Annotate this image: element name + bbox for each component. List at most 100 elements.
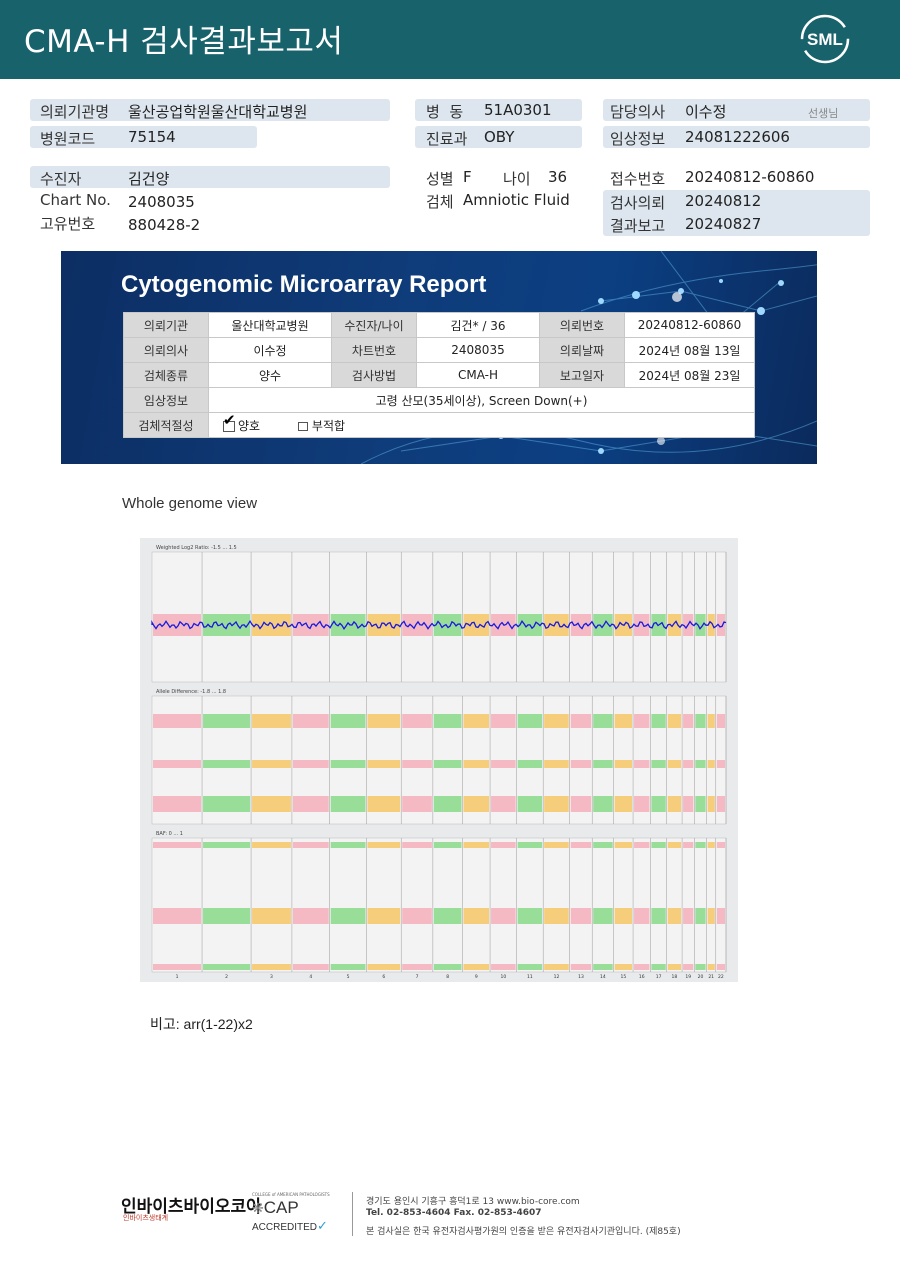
chromosome-band xyxy=(634,760,650,768)
chromosome-band xyxy=(292,964,329,970)
chromosome-band xyxy=(593,614,613,636)
table-cell: 검체종류 xyxy=(123,362,209,388)
report-header xyxy=(0,0,900,79)
report-summary-table: 의뢰기관 울산대학교병원 수진자/나이 김건* / 36 의뢰번호 202408… xyxy=(123,312,755,438)
chromosome-band xyxy=(433,760,462,768)
chromosome-band xyxy=(651,842,666,848)
chromosome-band xyxy=(252,614,291,636)
chromosome-band xyxy=(491,842,516,848)
chromosome-band xyxy=(544,714,569,728)
footer-divider xyxy=(352,1192,353,1236)
chromosome-band xyxy=(252,964,291,970)
table-cell: 의뢰날짜 xyxy=(539,337,625,363)
department-label: 진료과 xyxy=(426,130,468,148)
chromosome-band xyxy=(667,908,682,924)
panel-title: Weighted Log2 Ratio: -1.5 ... 1.5 xyxy=(156,545,237,551)
chromosome-band xyxy=(544,796,569,812)
chromosome-band xyxy=(367,908,401,924)
panel-title: Allele Difference: -1.8 ... 1.8 xyxy=(156,689,226,695)
chromosome-band xyxy=(695,760,706,768)
chromosome-band xyxy=(433,908,462,924)
chromosome-band xyxy=(203,760,251,768)
chromosome-label: 10 xyxy=(500,974,506,980)
chromosome-band xyxy=(463,908,490,924)
chromosome-label: 17 xyxy=(656,974,662,980)
sml-logo-icon: SML xyxy=(800,14,850,64)
chromosome-band xyxy=(367,614,401,636)
chromosome-band xyxy=(491,760,516,768)
chromosome-band xyxy=(683,760,694,768)
chromosome-band xyxy=(614,714,633,728)
chromosome-band xyxy=(433,614,462,636)
chromosome-label: 3 xyxy=(270,974,273,980)
chromosome-band xyxy=(252,760,291,768)
chromosome-band xyxy=(292,796,329,812)
log2-ratio-line xyxy=(151,619,727,630)
chromosome-band xyxy=(667,842,682,848)
chromosome-band xyxy=(634,796,650,812)
chromosome-label: 13 xyxy=(578,974,584,980)
genome-heading: Whole genome view xyxy=(122,495,258,512)
table-row: 의뢰기관 울산대학교병원 수진자/나이 김건* / 36 의뢰번호 202408… xyxy=(123,312,755,338)
chromosome-band xyxy=(433,842,462,848)
footer-address: 경기도 용인시 기흥구 흥덕1로 13 www.bio-core.com xyxy=(366,1197,580,1207)
label-bar xyxy=(30,166,390,188)
table-cell: 양수 xyxy=(208,362,332,388)
chromosome-band xyxy=(570,760,592,768)
chromosome-band xyxy=(651,714,666,728)
chromosome-band xyxy=(433,714,462,728)
footer-notice: 본 검사실은 한국 유전자검사평가원의 인증을 받은 유전자검사기관입니다. (… xyxy=(366,1227,681,1237)
label-bar xyxy=(603,99,870,121)
chromosome-label: 1 xyxy=(176,974,179,980)
chromosome-band xyxy=(367,796,401,812)
chromosome-band xyxy=(491,964,516,970)
chromosome-band xyxy=(614,908,633,924)
patient-value: 김건양 xyxy=(128,170,170,188)
chromosome-band xyxy=(683,796,694,812)
chromosome-band xyxy=(463,760,490,768)
ward-label: 병 동 xyxy=(426,103,464,121)
chromosome-band xyxy=(252,796,291,812)
chromosome-band xyxy=(292,614,329,636)
chromosome-band xyxy=(695,964,706,970)
chromosome-band xyxy=(667,614,682,636)
chromosome-band xyxy=(402,964,432,970)
chromosome-band xyxy=(593,842,613,848)
chromosome-band xyxy=(634,614,650,636)
chromosome-band xyxy=(695,614,706,636)
table-cell: 의뢰기관 xyxy=(123,312,209,338)
label-bar xyxy=(603,190,870,236)
chromosome-band xyxy=(330,614,366,636)
chromosome-band xyxy=(695,842,706,848)
company-logo: 인바이츠바이오코아 xyxy=(121,1197,262,1217)
genome-plot: Weighted Log2 Ratio: -1.5 ... 1.5 Allele … xyxy=(151,545,727,980)
table-cell: 울산대학교병원 xyxy=(208,312,332,338)
doctor-suffix: 선생님 xyxy=(808,107,839,120)
adequate-label: 양호 xyxy=(238,418,261,433)
chart-no-value: 2408035 xyxy=(128,193,195,211)
chromosome-band xyxy=(330,796,366,812)
chromosome-band xyxy=(651,964,666,970)
chromosome-band xyxy=(517,714,543,728)
result-report-value: 20240827 xyxy=(685,215,762,233)
chromosome-band xyxy=(402,796,432,812)
remark: 비고: arr(1-22)x2 xyxy=(150,1016,253,1032)
chromosome-band xyxy=(292,842,329,848)
chromosome-label: 2 xyxy=(225,974,228,980)
table-row: 의뢰의사 이수정 차트번호 2408035 의뢰날짜 2024년 08월 13일 xyxy=(123,337,755,363)
chromosome-label: 21 xyxy=(708,974,714,980)
chromosome-band xyxy=(203,964,251,970)
chromosome-band xyxy=(203,614,251,636)
table-cell: 임상정보 xyxy=(123,387,209,413)
genome-view-image: Weighted Log2 Ratio: -1.5 ... 1.5 Allele … xyxy=(140,538,738,982)
chromosome-band xyxy=(716,796,725,812)
chromosome-band xyxy=(695,908,706,924)
chromosome-band xyxy=(707,796,715,812)
chromosome-band xyxy=(593,714,613,728)
checkbox-empty-icon xyxy=(297,421,308,431)
chromosome-band xyxy=(153,842,202,848)
age-value: 36 xyxy=(548,168,568,186)
chromosome-label: 9 xyxy=(475,974,478,980)
chromosome-band xyxy=(716,908,725,924)
chromosome-band xyxy=(593,964,613,970)
